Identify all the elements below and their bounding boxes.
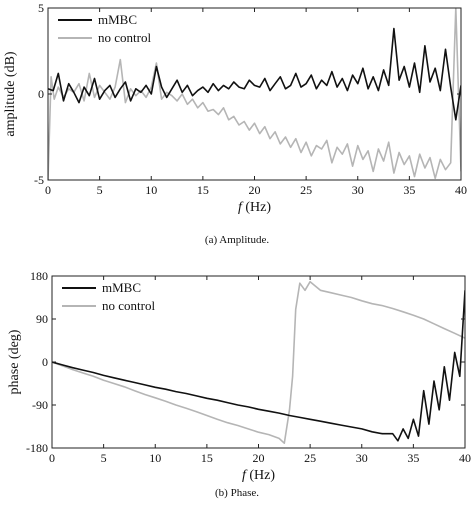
- series-line-phase-mmbc: [52, 290, 465, 442]
- x-tick-label: 30: [356, 451, 368, 465]
- x-tick-label: 0: [49, 451, 55, 465]
- x-tick-label: 15: [201, 451, 213, 465]
- x-axis-label: f (Hz): [242, 468, 275, 483]
- x-axis-label-unit: (Hz): [246, 468, 275, 483]
- x-tick-label: 20: [249, 183, 261, 197]
- x-tick-label: 25: [300, 183, 312, 197]
- y-tick-label: 90: [36, 312, 48, 326]
- x-tick-label: 0: [45, 183, 51, 197]
- y-tick-label: 5: [38, 1, 44, 15]
- x-tick-label: 25: [304, 451, 316, 465]
- x-tick-label: 40: [455, 183, 467, 197]
- x-tick-label: 5: [97, 183, 103, 197]
- x-tick-label: 20: [253, 451, 265, 465]
- x-tick-label: 10: [149, 451, 161, 465]
- y-tick-label: 0: [42, 355, 48, 369]
- x-tick-label: 10: [145, 183, 157, 197]
- y-axis-label: amplitude (dB): [3, 51, 18, 136]
- legend-label: mMBC: [98, 12, 137, 27]
- y-axis-label: phase (deg): [7, 329, 22, 394]
- y-tick-label: -180: [26, 441, 48, 455]
- y-tick-label: 0: [38, 87, 44, 101]
- legend-label: mMBC: [102, 280, 141, 295]
- caption-phase: (b) Phase.: [215, 487, 259, 499]
- x-tick-label: 35: [403, 183, 415, 197]
- x-tick-label: 5: [101, 451, 107, 465]
- x-axis-label-unit: (Hz): [242, 200, 271, 215]
- x-axis-label: f (Hz): [238, 200, 271, 215]
- series-line-amplitude-mmbc: [48, 27, 461, 121]
- x-tick-label: 15: [197, 183, 209, 197]
- x-axis-label-var: f: [242, 468, 248, 483]
- x-axis-label-var: f: [238, 200, 244, 215]
- legend-label: no control: [102, 298, 155, 313]
- legend-label: no control: [98, 30, 151, 45]
- x-tick-label: 40: [459, 451, 471, 465]
- caption-amplitude: (a) Amplitude.: [204, 234, 270, 246]
- x-tick-label: 30: [352, 183, 364, 197]
- y-tick-label: -5: [34, 173, 44, 187]
- chart-phase: 0 5 10 15 20 25 30 35 40 -180 -90 0 90 180 f (Hz) phase…: [7, 269, 471, 483]
- x-tick-label: 35: [407, 451, 419, 465]
- y-tick-label: -90: [32, 398, 48, 412]
- y-tick-label: 180: [30, 269, 48, 283]
- series-line-phase-no-control: [52, 280, 465, 445]
